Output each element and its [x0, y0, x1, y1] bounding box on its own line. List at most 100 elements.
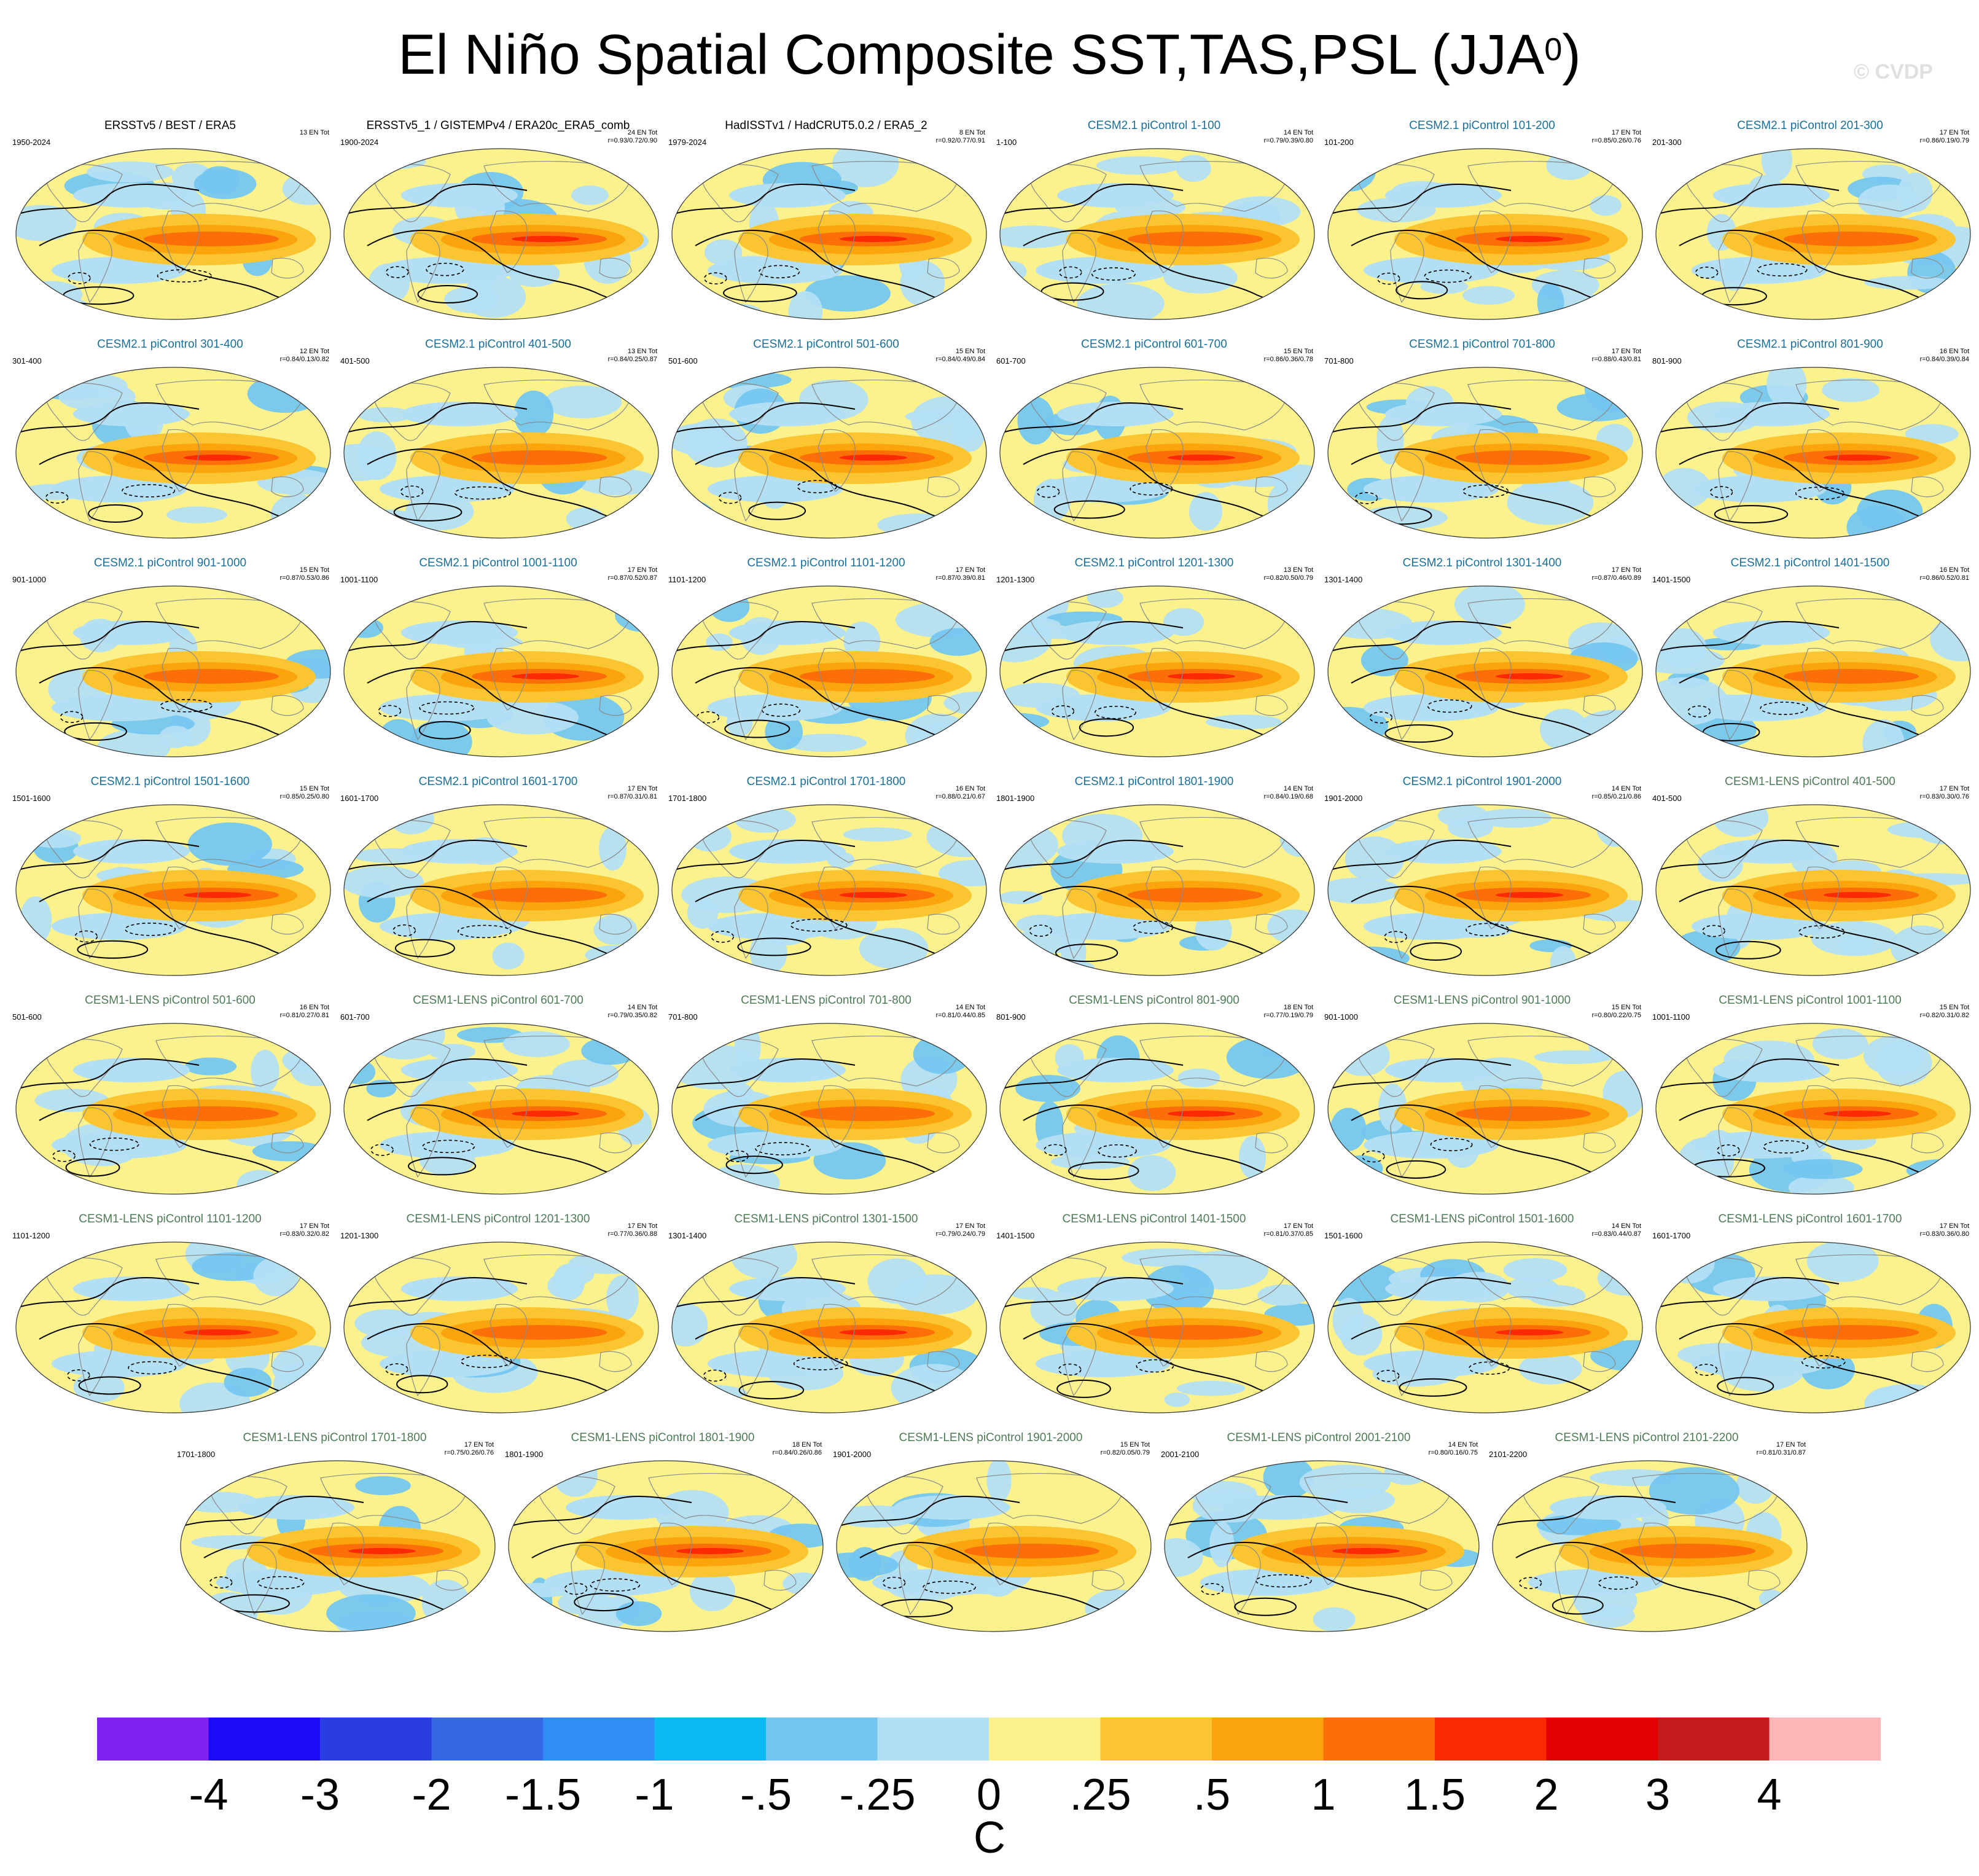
continent-outline-south-america	[1227, 1544, 1261, 1616]
panel-title: CESM1-LENS piControl 601-700	[413, 994, 584, 1007]
continent-outline-south-america	[1390, 670, 1424, 741]
negative-anomaly-patch	[938, 859, 986, 886]
slp-contour-solid	[1493, 1496, 1676, 1528]
warm-tongue-peak	[1824, 455, 1891, 461]
event-count: 17 EN Tot	[464, 1441, 494, 1448]
slp-contour-solid	[1656, 184, 1840, 216]
negative-anomaly-patch	[1164, 1392, 1190, 1407]
composite-panel: CESM2.1 piControl 201-300 201-300 17 EN To…	[1647, 114, 1973, 323]
map-projection-border	[15, 1241, 331, 1413]
negative-anomaly-patch	[571, 185, 609, 205]
continent-outline-australia	[1911, 695, 1944, 716]
panel-year-range: 1201-1300	[340, 1231, 379, 1240]
continent-outline-north-america	[1029, 163, 1107, 222]
negative-anomaly-patch	[1176, 1380, 1246, 1396]
north-pacific-cool-band	[1550, 1495, 1666, 1520]
continent-outline-north-america	[45, 163, 123, 222]
colorbar-swatch	[1212, 1718, 1324, 1761]
composite-map	[1327, 148, 1643, 320]
south-pacific-cool-band	[1036, 1350, 1171, 1377]
negative-anomaly-patch	[1890, 925, 1954, 969]
negative-anomaly-patch	[1925, 517, 1970, 537]
slp-contour-solid	[181, 1496, 364, 1528]
north-pacific-cool-band	[729, 620, 846, 645]
pattern-correlation: r=0.81/0.37/0.85	[1263, 1230, 1313, 1238]
panel-stats: 15 EN Tot r=0.84/0.49/0.84	[936, 348, 985, 364]
slp-contour-dashed-low	[797, 480, 837, 494]
north-pacific-cool-band	[1713, 402, 1830, 426]
north-pacific-cool-band	[1385, 1058, 1502, 1082]
slp-contour-solid	[672, 1277, 856, 1309]
map-projection-border	[343, 367, 659, 539]
continent-outline-eurasia	[1795, 1036, 1944, 1087]
negative-anomaly-patch	[1328, 877, 1401, 904]
continent-outline-australia	[599, 1132, 632, 1154]
negative-anomaly-patch	[1658, 628, 1707, 669]
north-pacific-cool-band	[1057, 1276, 1174, 1301]
continent-outline-eurasia	[155, 161, 304, 212]
slp-contour-dashed-low	[74, 930, 98, 943]
south-pacific-cool-band	[216, 1569, 351, 1596]
south-pacific-cool-band	[52, 475, 187, 502]
negative-anomaly-patch	[1250, 956, 1294, 971]
slp-contour-solid	[1656, 402, 1840, 434]
continent-outline-south-america	[1062, 232, 1096, 303]
slp-contour-solid	[1656, 621, 1840, 653]
slp-contour-solid	[344, 402, 528, 434]
event-count: 15 EN Tot	[1611, 1004, 1641, 1011]
slp-contour-solid	[1656, 840, 1840, 872]
slp-contour-solid	[344, 621, 528, 653]
continent-outline-south-america	[78, 670, 112, 741]
negative-anomaly-patch	[1165, 1538, 1203, 1577]
south-pacific-cool-band	[1528, 1569, 1663, 1596]
panel-stats: 17 EN Tot r=0.83/0.36/0.80	[1920, 1222, 1969, 1238]
map-projection-border	[1327, 148, 1643, 320]
map-projection-border	[999, 1241, 1315, 1413]
slp-contour-closed-high	[738, 1381, 805, 1400]
continent-outline-north-america	[1193, 1475, 1271, 1534]
negative-anomaly-patch	[1000, 225, 1074, 248]
warm-tongue-core	[1784, 232, 1919, 246]
south-pacific-cool-band	[1036, 475, 1171, 502]
map-projection-border	[836, 1460, 1152, 1632]
continent-outline-africa	[818, 647, 856, 711]
slp-contour-solid	[16, 621, 200, 653]
map-projection-border	[1655, 585, 1971, 757]
panel-year-range: 1201-1300	[996, 575, 1035, 584]
negative-anomaly-patch	[428, 1044, 476, 1060]
negative-anomaly-patch	[16, 205, 77, 241]
pattern-correlation: r=0.81/0.44/0.85	[935, 1012, 985, 1019]
continent-outline-north-america	[373, 601, 451, 660]
panel-year-range: 1950-2024	[12, 138, 51, 147]
continent-outline-eurasia	[155, 1254, 304, 1305]
north-pacific-cool-band	[1222, 1495, 1338, 1520]
continent-outline-north-america	[701, 601, 779, 660]
continent-outline-north-america	[701, 1038, 779, 1097]
panel-stats: 15 EN Tot r=0.82/0.31/0.82	[1920, 1004, 1969, 1020]
warm-tongue-peak	[676, 1548, 744, 1554]
north-pacific-cool-band	[401, 1276, 518, 1301]
continent-outline-africa	[818, 429, 856, 492]
continent-outline-eurasia	[1139, 1254, 1288, 1305]
south-pacific-cool-band	[708, 694, 843, 721]
negative-anomaly-patch	[355, 1476, 411, 1495]
composite-panel: CESM1-LENS piControl 1201-1300 1201-1300 1…	[335, 1208, 661, 1417]
north-pacific-cool-band	[73, 620, 190, 645]
continent-outline-africa	[1146, 647, 1184, 711]
panel-stats: 13 EN Tot r=0.84/0.25/0.87	[608, 348, 657, 364]
panel-year-range: 901-1000	[12, 575, 46, 584]
pattern-correlation: r=0.79/0.39/0.80	[1263, 137, 1313, 144]
slp-contour-closed-high	[1717, 1377, 1774, 1396]
pattern-correlation: r=0.84/0.39/0.84	[1919, 356, 1969, 363]
north-pacific-cool-band	[1713, 1058, 1830, 1082]
pattern-correlation: r=0.86/0.52/0.81	[1919, 574, 1969, 582]
slp-contour-dashed-low	[1384, 931, 1407, 944]
continent-outline-africa	[1801, 429, 1840, 492]
negative-anomaly-patch	[1822, 378, 1879, 402]
colorbar-swatch	[1323, 1718, 1435, 1761]
composite-panel: CESM2.1 piControl 401-500 401-500 13 EN To…	[335, 333, 661, 542]
south-pacific-cool-band	[544, 1569, 679, 1596]
continent-outline-africa	[162, 1303, 200, 1367]
negative-anomaly-patch	[615, 1601, 662, 1627]
colorbar-tick-label: 1	[1311, 1770, 1336, 1819]
